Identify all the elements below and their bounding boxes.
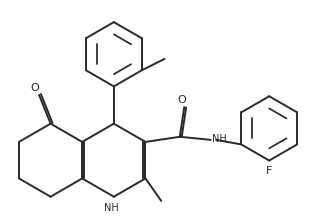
Text: O: O — [30, 83, 39, 93]
Text: F: F — [266, 166, 272, 176]
Text: NH: NH — [104, 203, 118, 213]
Text: NH: NH — [212, 134, 227, 144]
Text: O: O — [177, 95, 186, 105]
